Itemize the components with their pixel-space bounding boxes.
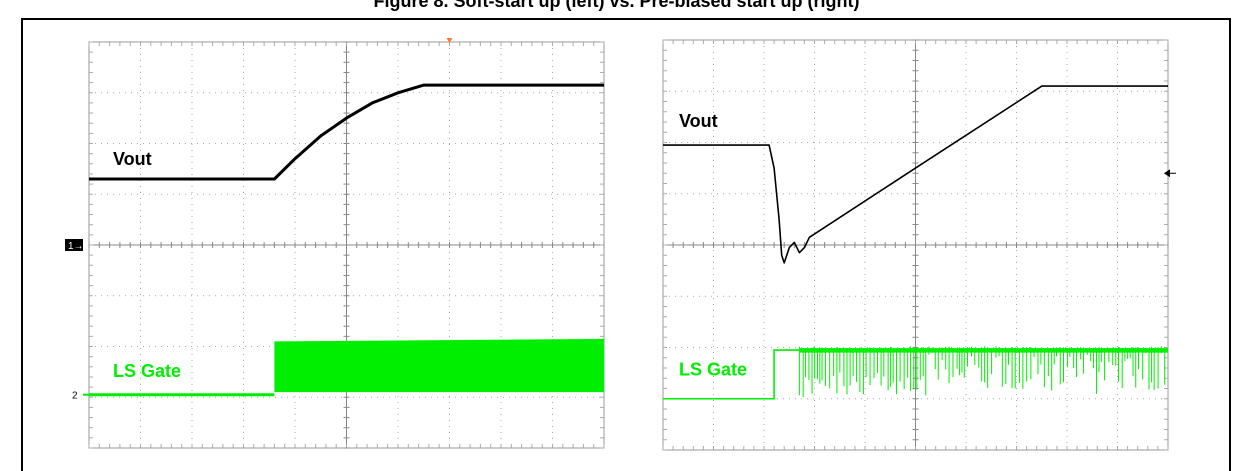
- series-label-vout: Vout: [113, 149, 152, 169]
- scope-chart-soft-start: Vout LS Gate 1→ 2: [65, 38, 605, 449]
- labels-layer: Vout LS Gate: [679, 111, 1176, 380]
- labels-layer: Vout LS Gate 1→ 2: [65, 38, 453, 402]
- series-ls-gate-band: [799, 348, 1168, 353]
- level-arrow-icon: [1164, 169, 1170, 178]
- channel-1-marker: [65, 239, 83, 251]
- trigger-marker-icon: [446, 38, 453, 43]
- channel-2-label: 2: [72, 391, 78, 402]
- series-ls-gate-envelope: [274, 338, 604, 393]
- scope-chart-pre-biased: Vout LS Gate: [662, 39, 1176, 451]
- series-vout-line: [89, 83, 604, 181]
- series-label-vout: Vout: [679, 111, 718, 131]
- figure-title: Figure 8. Soft-start up (left) vs. Pre-b…: [373, 0, 860, 11]
- series-label-ls-gate: LS Gate: [113, 361, 181, 381]
- channel-1-label: 1→: [68, 241, 84, 252]
- series-vout-line: [663, 85, 1168, 264]
- series-ls-gate-step: [663, 349, 800, 400]
- figure-frame: [21, 18, 1231, 471]
- series-layer: [663, 85, 1168, 400]
- series-label-ls-gate: LS Gate: [679, 360, 747, 380]
- grid: [662, 39, 1169, 451]
- series-layer: [89, 83, 604, 397]
